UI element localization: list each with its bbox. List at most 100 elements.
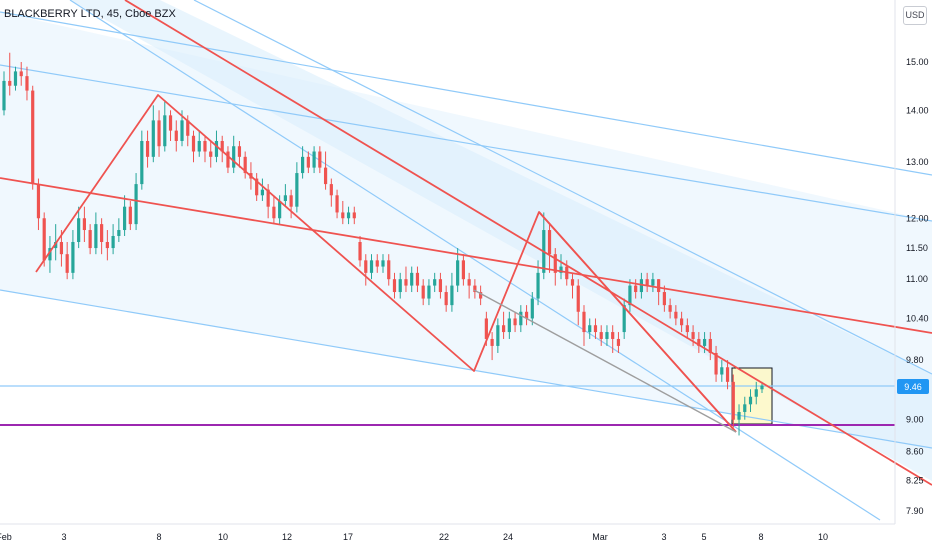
y-tick-label: 9.00	[906, 415, 924, 425]
candle	[301, 146, 305, 179]
candle-body	[306, 156, 310, 168]
candle	[490, 332, 494, 361]
candle	[77, 206, 81, 249]
candle	[111, 224, 115, 255]
candle	[237, 140, 242, 168]
currency-badge[interactable]: USD	[903, 6, 927, 25]
horizontal-trend-line	[0, 177, 932, 334]
candle	[2, 71, 6, 116]
last-price-tag: 9.46	[897, 379, 929, 394]
candle-body	[720, 367, 724, 375]
candle	[662, 285, 666, 312]
candle	[352, 206, 356, 225]
candle-body	[134, 184, 138, 225]
candle-body	[496, 325, 500, 346]
outer-channel-lower	[0, 289, 932, 449]
x-tick-label: 10	[218, 532, 228, 542]
y-tick-label: 15.00	[906, 57, 929, 67]
candle-body	[559, 266, 563, 273]
candle-body	[312, 151, 316, 168]
candle-body	[111, 235, 115, 249]
candle	[731, 374, 735, 428]
candle	[375, 254, 379, 273]
candle	[605, 325, 609, 346]
candle	[318, 146, 322, 174]
candle	[438, 272, 443, 299]
candle	[226, 146, 230, 174]
candle-body	[163, 115, 167, 147]
candle	[335, 189, 339, 219]
candle	[323, 151, 328, 190]
downtrend-line-main	[124, 0, 932, 486]
candle	[266, 184, 270, 219]
candle-body	[48, 248, 52, 261]
candle	[232, 135, 236, 174]
y-tick-label: 9.80	[906, 355, 924, 365]
candle-body	[588, 325, 592, 333]
candle-body	[209, 151, 213, 157]
candle-body	[479, 292, 483, 299]
candle	[312, 146, 316, 174]
candle	[8, 52, 12, 96]
candle-body	[708, 338, 712, 353]
candle	[479, 285, 483, 306]
candle	[174, 120, 178, 152]
candle-body	[680, 318, 684, 326]
candle-body	[547, 230, 552, 255]
candle	[65, 241, 69, 280]
candle	[582, 305, 586, 346]
candle-body	[467, 279, 471, 286]
candle	[163, 100, 167, 152]
candle	[570, 272, 575, 299]
candle	[501, 311, 506, 339]
candle	[392, 272, 397, 299]
x-tick-label: 5	[701, 532, 706, 542]
candle-body	[289, 195, 293, 207]
candle-body	[25, 76, 29, 91]
candle	[720, 360, 724, 382]
candle-body	[392, 279, 397, 293]
y-tick-label: 7.90	[906, 506, 924, 516]
candle	[346, 206, 351, 225]
candle	[168, 110, 173, 141]
candle-body	[754, 389, 758, 397]
candle	[220, 135, 224, 163]
candle	[272, 195, 276, 225]
candle-body	[65, 254, 69, 273]
candle-body	[358, 241, 362, 261]
x-tick-label: 10	[818, 532, 828, 542]
y-tick-label: 12.00	[906, 213, 929, 223]
candle-body	[438, 279, 443, 293]
candle-body	[59, 241, 64, 255]
candle	[530, 292, 534, 326]
candle	[691, 325, 695, 346]
candle-body	[685, 325, 689, 333]
candle	[461, 254, 465, 286]
candle-body	[323, 167, 328, 185]
candle-body	[352, 212, 356, 219]
x-axis: Feb 3 8 10 12 17 22 24 Mar 3 5 8 10	[0, 532, 828, 542]
trend-lines	[0, 0, 932, 486]
candle	[433, 272, 437, 293]
candle	[329, 178, 333, 207]
candle	[364, 254, 368, 286]
candle	[427, 279, 431, 306]
candle-body	[220, 140, 224, 152]
candle-body	[157, 120, 161, 147]
candle-body	[140, 140, 144, 185]
candle	[622, 298, 626, 339]
candle	[450, 272, 454, 312]
candle-body	[760, 385, 764, 390]
y-tick-label: 8.25	[906, 476, 924, 486]
candle-body	[714, 352, 718, 375]
outer-channel-mid	[0, 11, 932, 176]
candle-body	[524, 311, 529, 319]
candle	[369, 254, 374, 280]
candle	[674, 305, 678, 326]
candle	[88, 224, 92, 255]
gray-projection-line	[473, 289, 737, 433]
candle	[611, 325, 615, 353]
candle-body	[456, 260, 460, 286]
candle-body	[599, 332, 603, 339]
